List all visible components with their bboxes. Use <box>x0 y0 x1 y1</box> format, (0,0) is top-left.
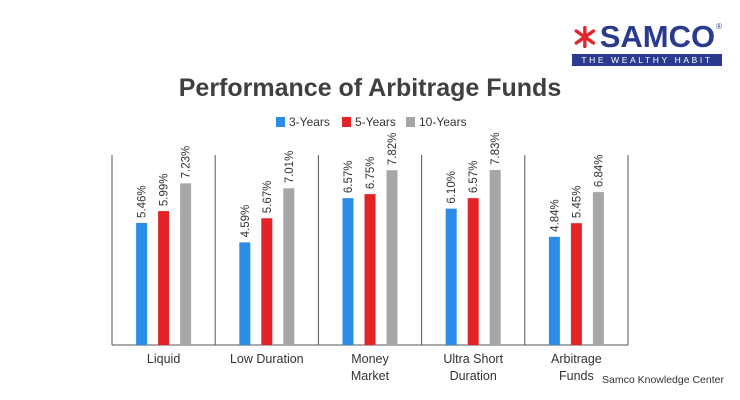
legend-swatch <box>342 117 351 127</box>
data-label: 4.59% <box>240 205 252 238</box>
bar-5-years <box>261 218 273 345</box>
data-label: 6.10% <box>446 171 458 204</box>
x-tick-label: Market <box>351 369 390 383</box>
bar-3-years <box>548 236 560 345</box>
x-tick-label: Liquid <box>147 352 180 366</box>
legend-label: 3-Years <box>289 115 330 129</box>
bar-10-years <box>283 188 295 345</box>
legend-label: 10-Years <box>419 115 467 129</box>
data-label: 5.99% <box>159 173 171 206</box>
x-tick-label: Low Duration <box>230 352 304 366</box>
x-tick-label: Duration <box>450 369 497 383</box>
chart-bars <box>136 169 604 345</box>
data-label: 7.83% <box>490 132 502 165</box>
bar-5-years <box>570 223 582 345</box>
logo-wordmark: SAMCO <box>599 19 716 54</box>
bar-10-years <box>592 192 604 345</box>
x-tick-label: Funds <box>559 369 594 383</box>
legend-swatch <box>276 117 285 127</box>
data-label: 6.57% <box>468 161 480 194</box>
data-label: 5.67% <box>262 181 274 214</box>
data-label: 7.01% <box>284 151 296 184</box>
chart-legend: 3-Years 5-Years 10-Years <box>276 115 467 129</box>
bar-3-years <box>342 198 354 345</box>
data-label: 6.57% <box>343 161 355 194</box>
chart-title: Performance of Arbitrage Funds <box>178 74 562 102</box>
data-label: 5.46% <box>137 185 149 218</box>
x-tick-label: Ultra Short <box>443 352 503 366</box>
chart-data-labels: 5.46% 5.99% 7.23% 4.59% 5.67% 7.01% 6.57% 6.75%… <box>137 132 606 237</box>
bar-5-years <box>467 198 479 345</box>
data-label: 6.84% <box>593 154 605 187</box>
bar-3-years <box>136 222 148 345</box>
data-label: 7.23% <box>181 146 193 179</box>
bar-5-years <box>364 194 376 345</box>
bar-3-years <box>445 208 457 345</box>
bar-10-years <box>180 183 192 345</box>
legend-swatch <box>406 117 415 127</box>
bar-5-years <box>158 211 170 345</box>
samco-swirl-icon <box>574 25 596 49</box>
bar-10-years <box>386 170 398 345</box>
x-tick-label: Arbitrage <box>551 352 602 366</box>
bar-3-years <box>239 242 251 345</box>
logo-tagline: THE WEALTHY HABIT <box>572 54 722 66</box>
data-label: 7.82% <box>387 133 399 166</box>
data-label: 6.75% <box>365 157 377 190</box>
x-tick-label: Money <box>351 352 389 366</box>
registered-mark: ® <box>716 22 722 31</box>
footer-credit: Samco Knowledge Center <box>602 374 724 386</box>
chart-x-tick-labels: Liquid Low Duration Money Market Ultra Short… <box>147 352 602 383</box>
logo-main-row: SAMCO ® <box>572 19 722 54</box>
legend-label: 5-Years <box>355 115 396 129</box>
data-label: 4.84% <box>549 199 561 232</box>
data-label: 5.45% <box>571 186 583 219</box>
samco-logo: SAMCO ® THE WEALTHY HABIT <box>572 19 722 66</box>
bar-10-years <box>489 169 501 345</box>
